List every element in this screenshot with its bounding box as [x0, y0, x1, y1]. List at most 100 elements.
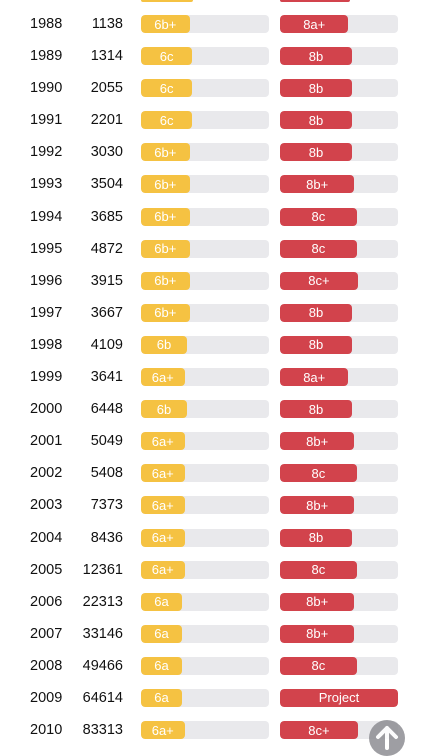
hardest-grade-bar: 8b	[280, 528, 398, 547]
median-grade-fill: 6b+	[141, 15, 190, 33]
hardest-grade-bar: 8b	[280, 335, 398, 354]
table-row: 1996 3915 6b+ 8c+	[0, 265, 421, 297]
hardest-grade-bar: 8c+	[280, 721, 398, 740]
table-row: 2000 6448 6b 8b	[0, 393, 421, 425]
table-row: 2002 5408 6a+ 8c	[0, 457, 421, 489]
ascent-count: 49466	[82, 657, 123, 674]
hardest-grade-fill: 8b	[280, 111, 352, 130]
ascent-count: 3030	[90, 144, 123, 161]
median-grade-fill: 6b+	[141, 239, 190, 258]
year-label: 2009	[30, 689, 63, 706]
median-grade-bar: 6b+	[141, 175, 269, 194]
ascent-count: 5049	[90, 433, 123, 450]
year-label: 1988	[30, 16, 63, 32]
median-grade-fill: 6b+	[141, 303, 190, 322]
table-row: 1992 3030 6b+ 8b	[0, 136, 421, 168]
table-row: 2001 5049 6a+ 8b+	[0, 425, 421, 457]
median-grade-bar: 6a+	[141, 432, 269, 451]
table-row: 1989 1314 6c 8b	[0, 40, 421, 72]
previous-row-median-bar-edge	[141, 0, 193, 2]
median-grade-bar: 6a+	[141, 560, 269, 579]
median-grade-bar: 6c	[141, 111, 269, 130]
median-grade-fill: 6b+	[141, 271, 190, 290]
year-label: 1994	[30, 208, 63, 225]
median-grade-bar: 6a+	[141, 368, 269, 387]
year-label: 1993	[30, 176, 63, 193]
ascent-count: 1314	[90, 48, 123, 65]
median-grade-fill: 6a+	[141, 721, 185, 740]
ascent-count: 1138	[91, 16, 123, 32]
median-grade-fill: 6a+	[141, 496, 185, 515]
median-grade-bar: 6b+	[141, 239, 269, 258]
year-label: 1992	[30, 144, 63, 161]
previous-row-hardest-bar-edge	[280, 0, 350, 2]
table-row: 1995 4872 6b+ 8c	[0, 233, 421, 265]
hardest-grade-bar: 8b+	[280, 496, 398, 515]
hardest-grade-fill: 8c	[280, 207, 357, 226]
hardest-grade-bar: 8b	[280, 303, 398, 322]
ascent-count: 33146	[82, 625, 123, 642]
year-label: 1999	[30, 369, 63, 386]
ascent-count: 3504	[90, 176, 123, 193]
median-grade-fill: 6a+	[141, 528, 185, 547]
hardest-grade-fill: 8b+	[280, 496, 355, 515]
median-grade-fill: 6c	[141, 111, 193, 130]
median-grade-bar: 6a	[141, 656, 269, 675]
year-label: 2006	[30, 593, 63, 610]
ascent-count: 83313	[82, 722, 123, 739]
hardest-grade-fill: 8b	[280, 79, 352, 98]
hardest-grade-fill: 8a+	[280, 15, 349, 33]
hardest-grade-bar: 8b	[280, 111, 398, 130]
hardest-grade-bar: 8a+	[280, 15, 398, 33]
median-grade-fill: 6b	[141, 335, 188, 354]
hardest-grade-bar: Project	[280, 688, 398, 707]
median-grade-bar: 6a	[141, 688, 269, 707]
median-grade-fill: 6a	[141, 592, 182, 611]
table-row: 2010 83313 6a+ 8c+	[0, 714, 421, 746]
year-label: 1991	[30, 112, 63, 129]
table-row: 2004 8436 6a+ 8b	[0, 522, 421, 554]
table-row: 2008 49466 6a 8c	[0, 650, 421, 682]
hardest-grade-fill: 8b+	[280, 624, 355, 643]
ascent-count: 4109	[90, 336, 123, 353]
year-label: 2007	[30, 625, 63, 642]
scroll-to-top-button[interactable]	[369, 720, 405, 756]
median-grade-fill: 6a+	[141, 560, 185, 579]
table-row: 2007 33146 6a 8b+	[0, 618, 421, 650]
year-label: 2003	[30, 497, 63, 514]
median-grade-fill: 6b+	[141, 175, 190, 194]
ascent-count: 3685	[90, 208, 123, 225]
hardest-grade-bar: 8c	[280, 464, 398, 483]
ascent-count: 4872	[90, 240, 123, 257]
year-label: 2010	[30, 722, 63, 739]
median-grade-fill: 6a+	[141, 432, 185, 451]
hardest-grade-bar: 8b	[280, 47, 398, 66]
year-label: 2008	[30, 657, 63, 674]
yearly-stats-list: 1988 1138 6b+ 8a+ 1989 1314 6c 8b 1990 2055 6c 8b 19…	[0, 8, 421, 746]
hardest-grade-bar: 8c	[280, 207, 398, 226]
table-row: 2005 12361 6a+ 8c	[0, 554, 421, 586]
median-grade-fill: 6b+	[141, 207, 190, 226]
median-grade-bar: 6b	[141, 335, 269, 354]
hardest-grade-fill: Project	[280, 688, 398, 707]
median-grade-fill: 6a+	[141, 464, 185, 483]
table-row: 1990 2055 6c 8b	[0, 72, 421, 104]
median-grade-bar: 6a	[141, 592, 269, 611]
median-grade-bar: 6c	[141, 47, 269, 66]
hardest-grade-bar: 8c	[280, 560, 398, 579]
year-label: 2000	[30, 401, 63, 418]
median-grade-fill: 6b	[141, 400, 188, 419]
table-row: 1993 3504 6b+ 8b+	[0, 168, 421, 200]
table-row: 1998 4109 6b 8b	[0, 329, 421, 361]
hardest-grade-bar: 8c	[280, 656, 398, 675]
hardest-grade-fill: 8b	[280, 528, 352, 547]
year-label: 2001	[30, 433, 63, 450]
ascent-count: 2055	[90, 80, 123, 97]
hardest-grade-fill: 8b+	[280, 592, 355, 611]
ascent-count: 3915	[90, 272, 123, 289]
ascent-count: 8436	[90, 529, 123, 546]
year-label: 1998	[30, 336, 63, 353]
hardest-grade-fill: 8a+	[280, 368, 349, 387]
hardest-grade-fill: 8b	[280, 335, 352, 354]
hardest-grade-fill: 8c	[280, 464, 357, 483]
